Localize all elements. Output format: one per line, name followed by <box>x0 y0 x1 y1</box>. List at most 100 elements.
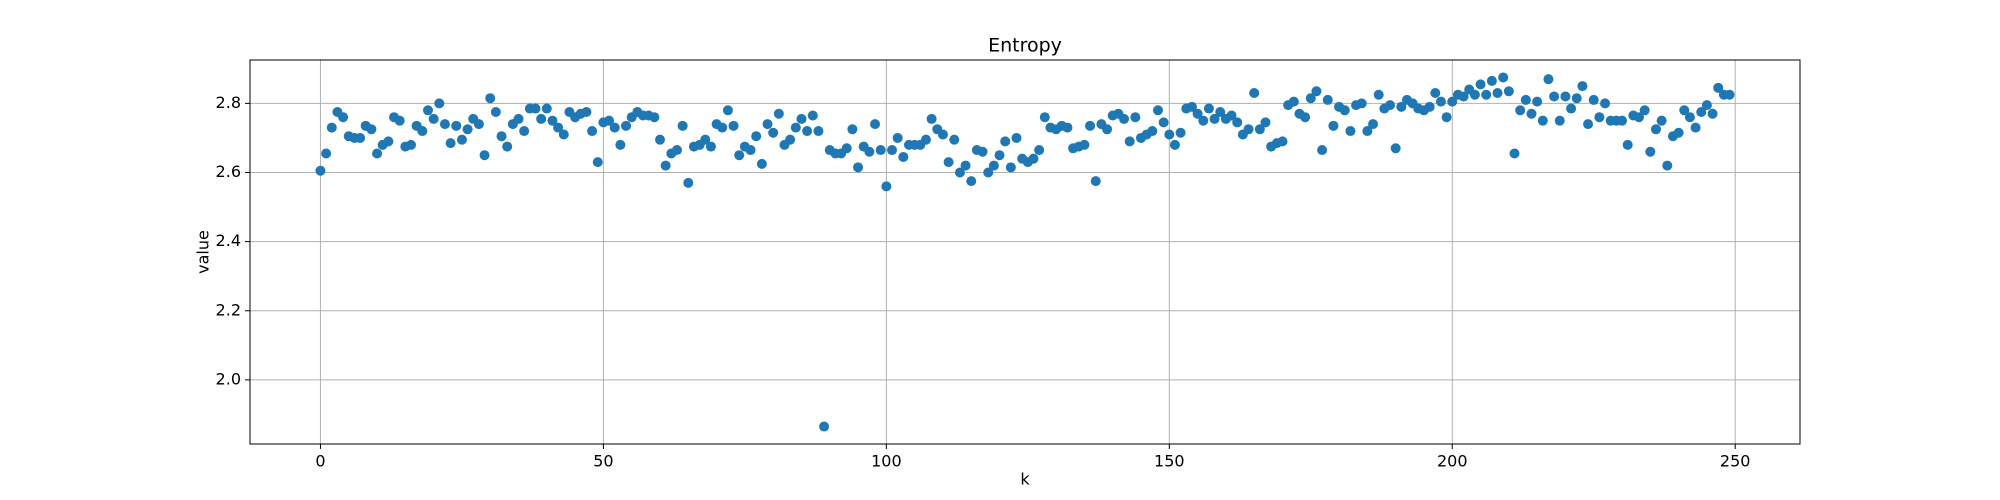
point <box>1192 108 1203 119</box>
point <box>1356 98 1367 109</box>
y-axis-label: value <box>194 230 213 274</box>
point <box>1152 105 1163 116</box>
point <box>1503 86 1514 97</box>
point <box>1311 86 1322 97</box>
point <box>615 139 626 150</box>
point <box>315 165 326 176</box>
point <box>1673 127 1684 138</box>
x-tick-label: 150 <box>1154 452 1185 471</box>
point <box>1543 74 1554 85</box>
point <box>728 120 739 131</box>
point <box>819 421 830 432</box>
point <box>785 134 796 145</box>
point <box>355 132 366 143</box>
point <box>490 107 501 118</box>
point <box>954 167 965 178</box>
point <box>604 115 615 126</box>
point <box>1226 110 1237 121</box>
point <box>1549 91 1560 102</box>
point <box>796 113 807 124</box>
point <box>762 119 773 130</box>
point <box>977 146 988 157</box>
point <box>875 145 886 156</box>
point <box>1600 98 1611 109</box>
point <box>1707 108 1718 119</box>
point <box>988 160 999 171</box>
point <box>1322 94 1333 105</box>
point <box>671 145 682 156</box>
point <box>1079 139 1090 150</box>
point <box>1566 103 1577 114</box>
point <box>841 143 852 154</box>
point <box>802 126 813 137</box>
point <box>1034 145 1045 156</box>
point <box>473 119 484 130</box>
point <box>502 141 513 152</box>
point <box>1215 107 1226 118</box>
point <box>943 157 954 168</box>
point <box>892 132 903 143</box>
point <box>1305 93 1316 104</box>
point <box>1300 112 1311 123</box>
point <box>1696 107 1707 118</box>
point <box>456 134 467 145</box>
point <box>1328 120 1339 131</box>
point <box>1447 96 1458 107</box>
point <box>807 110 818 121</box>
point <box>1186 101 1197 112</box>
point <box>660 160 671 171</box>
point <box>1175 127 1186 138</box>
point <box>422 105 433 116</box>
point <box>994 150 1005 161</box>
point <box>870 119 881 130</box>
point <box>434 98 445 109</box>
y-tick-label: 2.0 <box>216 369 241 388</box>
point <box>1373 89 1384 100</box>
point <box>1509 148 1520 159</box>
point <box>1492 88 1503 99</box>
point <box>1701 100 1712 111</box>
point <box>462 124 473 135</box>
point <box>1634 112 1645 123</box>
point <box>949 134 960 145</box>
point <box>1232 117 1243 128</box>
point <box>1000 136 1011 147</box>
point <box>1011 132 1022 143</box>
point <box>1594 112 1605 123</box>
point <box>479 150 490 161</box>
chart-title: Entropy <box>988 35 1062 57</box>
point <box>394 115 405 126</box>
point <box>553 122 564 133</box>
point <box>558 129 569 140</box>
x-tick-label: 250 <box>1720 452 1751 471</box>
point <box>1209 113 1220 124</box>
point <box>1102 124 1113 135</box>
point <box>519 126 530 137</box>
y-tick-label: 2.6 <box>216 162 241 181</box>
point <box>405 139 416 150</box>
point <box>1124 136 1135 147</box>
point <box>751 131 762 142</box>
point <box>1588 94 1599 105</box>
point <box>1062 122 1073 133</box>
point <box>513 113 524 124</box>
point <box>1198 115 1209 126</box>
point <box>745 145 756 156</box>
y-tick-label: 2.4 <box>216 231 241 250</box>
point <box>1147 126 1158 137</box>
point <box>445 138 456 149</box>
point <box>734 150 745 161</box>
point <box>937 129 948 140</box>
point <box>898 151 909 162</box>
x-axis-label: k <box>1020 470 1030 489</box>
point <box>1277 136 1288 147</box>
point <box>592 157 603 168</box>
point <box>1158 117 1169 128</box>
point <box>1713 82 1724 93</box>
point <box>1577 81 1588 92</box>
point <box>1441 112 1452 123</box>
point <box>654 134 665 145</box>
point <box>451 120 462 131</box>
point <box>790 122 801 133</box>
